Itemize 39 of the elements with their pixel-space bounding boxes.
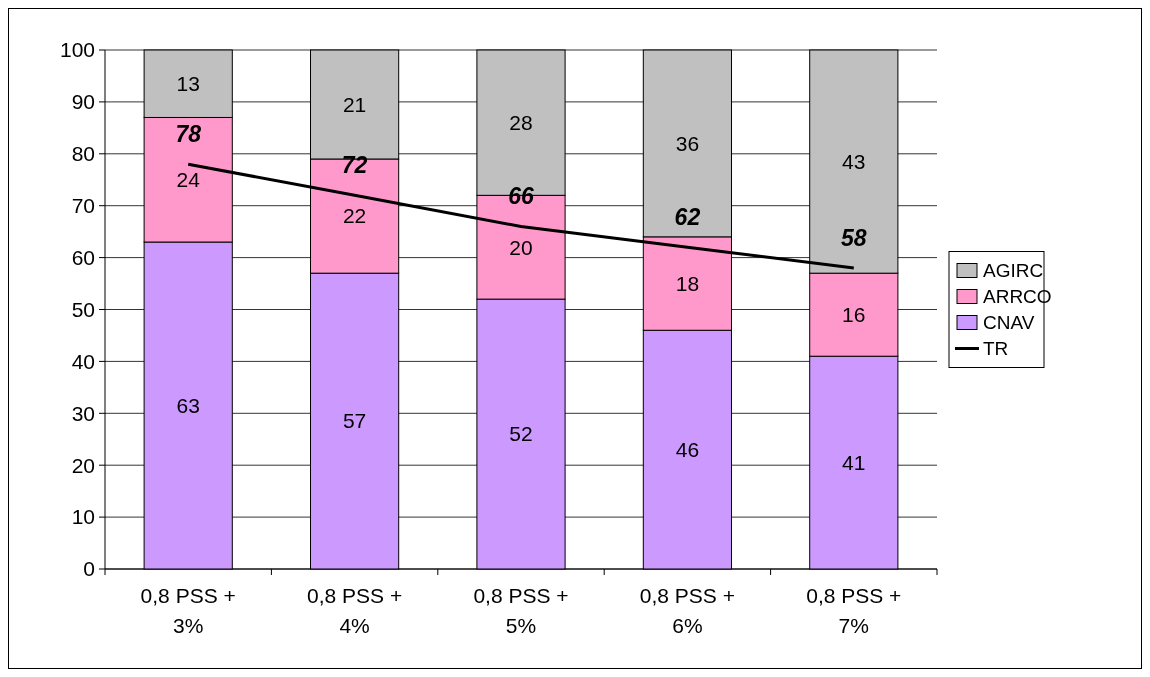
- y-tick-label: 10: [71, 505, 95, 529]
- data-label: 58: [841, 224, 867, 251]
- x-tick-label: 0,8 PSS + 3%: [140, 584, 236, 637]
- legend-label: CNAV: [983, 312, 1035, 334]
- y-tick-label: 30: [71, 401, 95, 425]
- legend-label: AGIRC: [983, 260, 1044, 282]
- data-label: 16: [842, 303, 866, 327]
- data-label: 22: [342, 204, 367, 228]
- data-label: 72: [341, 152, 368, 179]
- y-tick-label: 50: [71, 297, 95, 321]
- data-label: 62: [674, 204, 701, 231]
- data-label: 57: [342, 409, 367, 433]
- y-tick-label: 80: [71, 142, 95, 166]
- data-label: 13: [176, 72, 200, 96]
- data-label: 78: [175, 121, 202, 148]
- data-label: 28: [509, 111, 533, 135]
- data-label: 43: [842, 149, 866, 173]
- data-label: 24: [176, 168, 201, 192]
- y-tick-label: 70: [71, 194, 95, 218]
- y-tick-label: 100: [59, 38, 95, 62]
- y-tick-label: 20: [71, 453, 95, 477]
- x-tick-label: 0,8 PSS + 5%: [473, 584, 569, 637]
- data-label: 52: [509, 422, 533, 446]
- data-label: 20: [509, 235, 533, 259]
- data-label: 46: [675, 437, 700, 461]
- y-tick-label: 40: [71, 349, 95, 373]
- x-tick-label: 0,8 PSS + 6%: [639, 584, 735, 637]
- data-label: 18: [675, 271, 700, 295]
- data-label: 21: [342, 92, 367, 116]
- x-tick-label: 0,8 PSS + 4%: [307, 584, 403, 637]
- data-label: 36: [675, 131, 700, 155]
- x-tick-label: 0,8 PSS + 7%: [806, 584, 902, 637]
- y-tick-label: 90: [71, 90, 95, 114]
- y-tick-label: 0: [83, 557, 95, 581]
- data-label: 41: [842, 450, 866, 474]
- y-tick-label: 60: [71, 245, 95, 269]
- legend-label: ARRCO: [983, 286, 1052, 308]
- legend-label: TR: [983, 338, 1009, 360]
- data-label: 63: [176, 393, 200, 417]
